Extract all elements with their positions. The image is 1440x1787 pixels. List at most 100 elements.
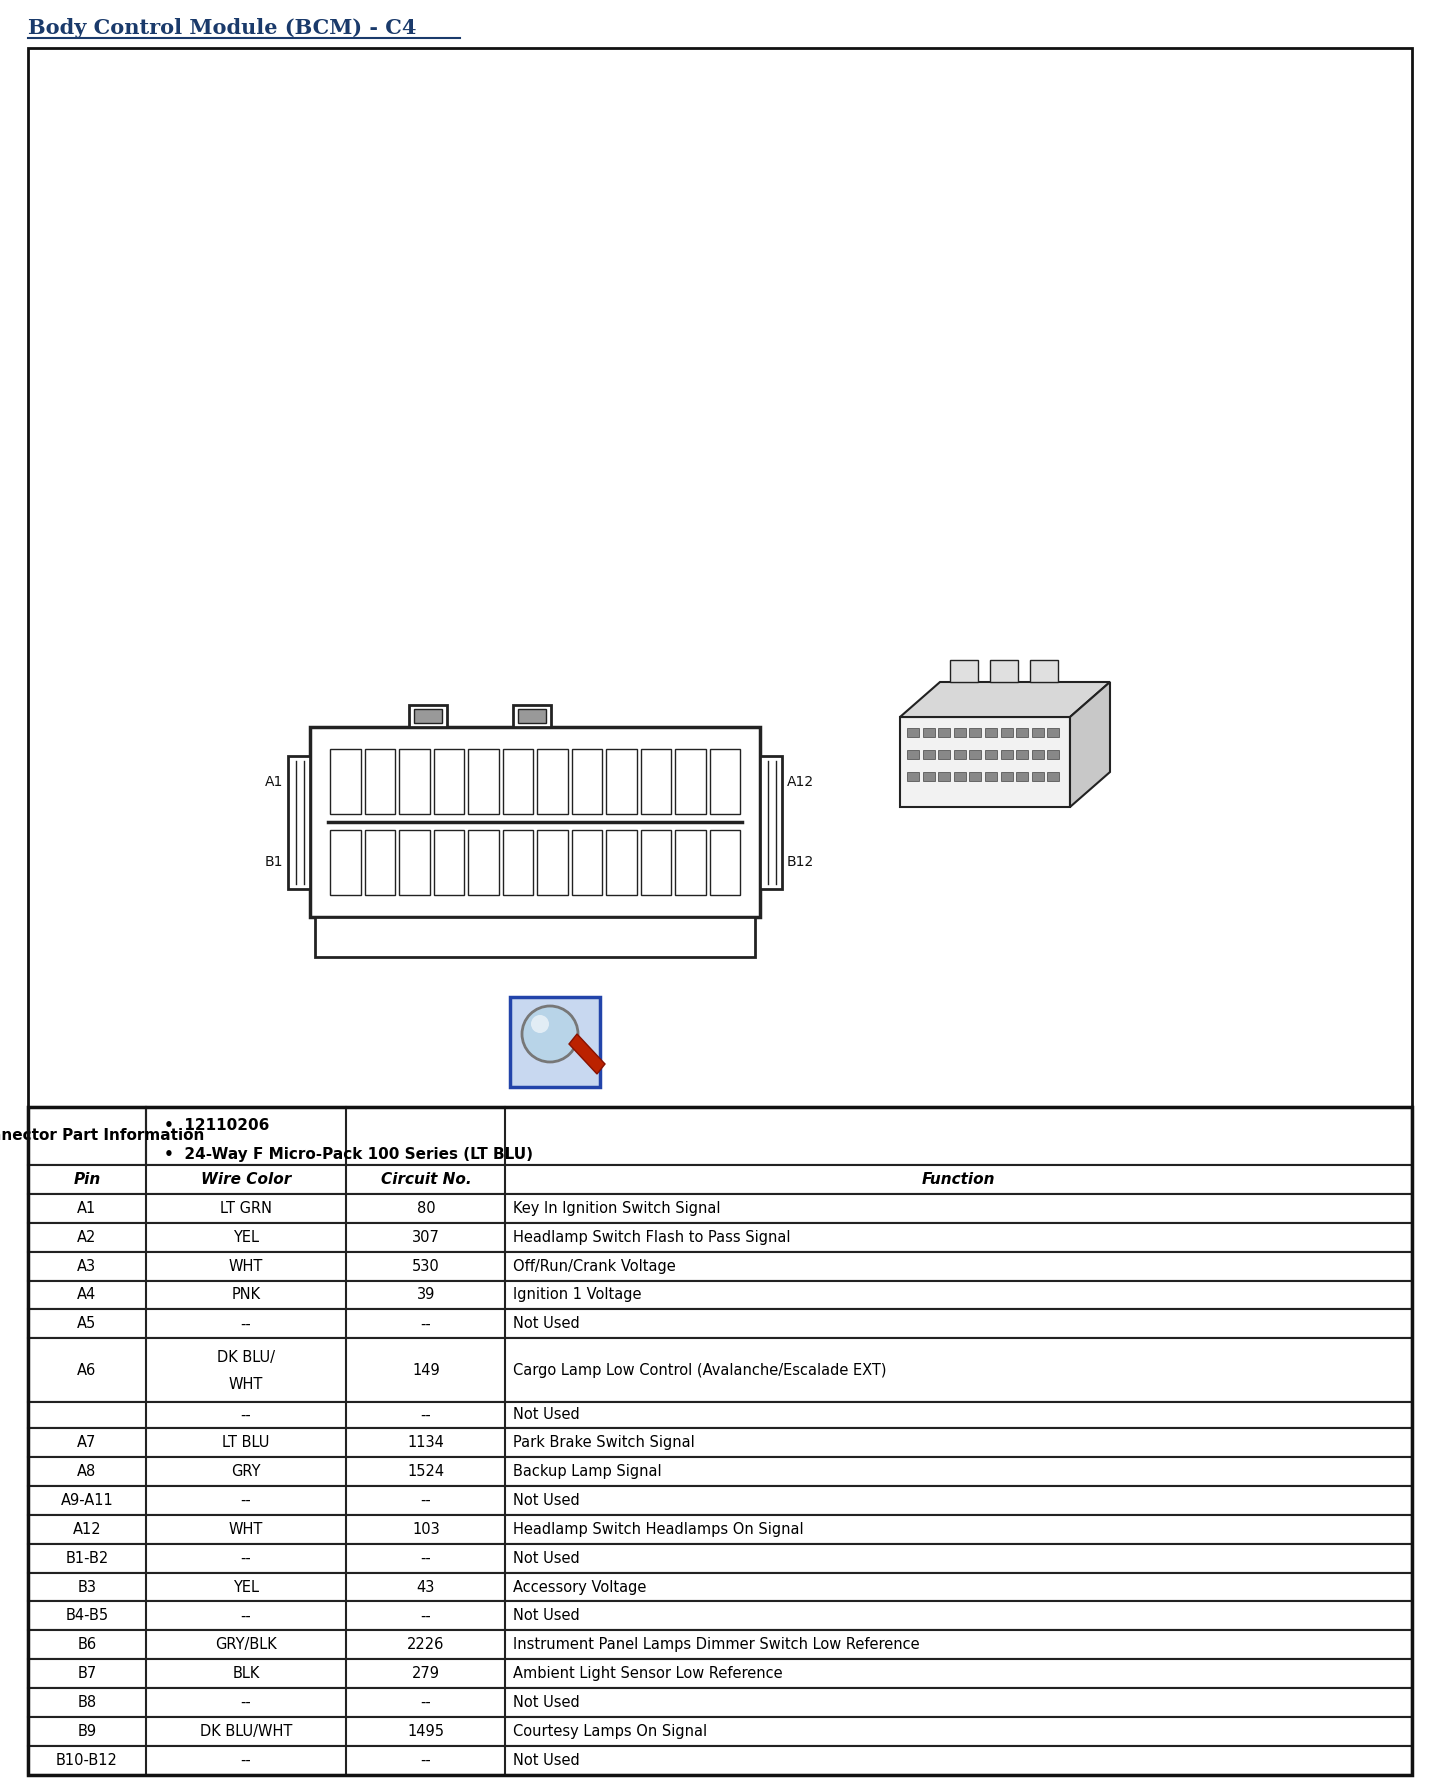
Bar — [513, 706, 550, 727]
Bar — [1032, 772, 1044, 781]
Bar — [27, 1338, 1413, 1403]
Text: B6: B6 — [78, 1637, 96, 1653]
Bar — [1017, 772, 1028, 781]
Bar — [907, 727, 919, 736]
Text: WHT: WHT — [229, 1376, 264, 1392]
Bar — [27, 1717, 1413, 1746]
Bar — [27, 1403, 1413, 1428]
Bar — [675, 829, 706, 895]
Text: Wire Color: Wire Color — [200, 1172, 291, 1187]
Bar — [510, 997, 600, 1086]
Bar — [923, 727, 935, 736]
Text: 279: 279 — [412, 1665, 439, 1682]
Text: --: -- — [420, 1696, 431, 1710]
Bar — [969, 751, 982, 759]
Text: LT GRN: LT GRN — [220, 1201, 272, 1215]
Bar — [27, 48, 1413, 1106]
Bar — [985, 772, 996, 781]
Bar — [27, 1106, 1413, 1774]
Text: A6: A6 — [78, 1363, 96, 1378]
Text: Key In Ignition Switch Signal: Key In Ignition Switch Signal — [514, 1201, 721, 1215]
Bar — [572, 829, 602, 895]
Text: --: -- — [420, 1492, 431, 1508]
Text: Not Used: Not Used — [514, 1696, 580, 1710]
Bar — [27, 1428, 1413, 1456]
Bar — [537, 829, 567, 895]
Text: Not Used: Not Used — [514, 1551, 580, 1565]
Bar — [27, 1310, 1413, 1338]
Text: --: -- — [420, 1317, 431, 1331]
Bar — [969, 772, 982, 781]
Bar — [710, 829, 740, 895]
Bar — [27, 1515, 1413, 1544]
Text: --: -- — [240, 1317, 252, 1331]
Bar — [27, 1222, 1413, 1251]
Bar — [27, 1485, 1413, 1515]
Text: •  24-Way F Micro-Pack 100 Series (LT BLU): • 24-Way F Micro-Pack 100 Series (LT BLU… — [164, 1147, 533, 1162]
Bar — [1001, 751, 1012, 759]
Text: A1: A1 — [78, 1201, 96, 1215]
Bar — [1047, 772, 1060, 781]
Text: •  12110206: • 12110206 — [164, 1119, 269, 1133]
Bar — [1047, 727, 1060, 736]
Polygon shape — [1070, 683, 1110, 808]
Bar — [27, 1281, 1413, 1310]
Bar — [985, 727, 996, 736]
Text: --: -- — [240, 1551, 252, 1565]
Text: --: -- — [420, 1608, 431, 1623]
Text: 149: 149 — [412, 1363, 439, 1378]
Bar — [27, 1601, 1413, 1630]
Text: GRY: GRY — [232, 1464, 261, 1480]
Text: --: -- — [240, 1408, 252, 1422]
Bar — [27, 1573, 1413, 1601]
Text: A8: A8 — [78, 1464, 96, 1480]
Text: Not Used: Not Used — [514, 1492, 580, 1508]
Text: WHT: WHT — [229, 1258, 264, 1274]
Text: --: -- — [240, 1753, 252, 1767]
Text: 43: 43 — [416, 1580, 435, 1594]
Text: Ignition 1 Voltage: Ignition 1 Voltage — [514, 1287, 642, 1303]
Bar — [288, 756, 310, 888]
Text: Not Used: Not Used — [514, 1753, 580, 1767]
Bar — [468, 749, 498, 815]
Bar — [939, 727, 950, 736]
Text: B8: B8 — [78, 1696, 96, 1710]
Text: A3: A3 — [78, 1258, 96, 1274]
Text: A7: A7 — [78, 1435, 96, 1449]
Bar — [760, 756, 782, 888]
Text: Function: Function — [922, 1172, 995, 1187]
Bar — [1017, 751, 1028, 759]
Text: --: -- — [240, 1492, 252, 1508]
Bar — [503, 829, 533, 895]
Bar — [27, 1194, 1413, 1222]
Bar — [503, 749, 533, 815]
Text: B1: B1 — [265, 856, 284, 870]
Text: Cargo Lamp Low Control (Avalanche/Escalade EXT): Cargo Lamp Low Control (Avalanche/Escala… — [514, 1363, 887, 1378]
Bar — [606, 829, 636, 895]
Text: 80: 80 — [416, 1201, 435, 1215]
Bar — [1047, 751, 1060, 759]
Bar — [433, 749, 464, 815]
Text: DK BLU/WHT: DK BLU/WHT — [200, 1724, 292, 1739]
Bar — [572, 749, 602, 815]
Text: 103: 103 — [412, 1523, 439, 1537]
Bar — [27, 1746, 1413, 1774]
Bar — [923, 772, 935, 781]
Bar — [468, 829, 498, 895]
Text: B7: B7 — [78, 1665, 96, 1682]
Text: --: -- — [420, 1408, 431, 1422]
Bar — [433, 829, 464, 895]
Bar — [907, 772, 919, 781]
Bar — [517, 709, 546, 724]
Text: B12: B12 — [788, 856, 814, 870]
Text: A9-A11: A9-A11 — [60, 1492, 114, 1508]
Text: Instrument Panel Lamps Dimmer Switch Low Reference: Instrument Panel Lamps Dimmer Switch Low… — [514, 1637, 920, 1653]
Text: Backup Lamp Signal: Backup Lamp Signal — [514, 1464, 662, 1480]
Text: 1524: 1524 — [408, 1464, 445, 1480]
Bar — [939, 772, 950, 781]
Bar — [415, 709, 442, 724]
Bar — [399, 749, 429, 815]
Polygon shape — [569, 1035, 605, 1074]
Bar — [953, 751, 966, 759]
Text: Headlamp Switch Headlamps On Signal: Headlamp Switch Headlamps On Signal — [514, 1523, 804, 1537]
